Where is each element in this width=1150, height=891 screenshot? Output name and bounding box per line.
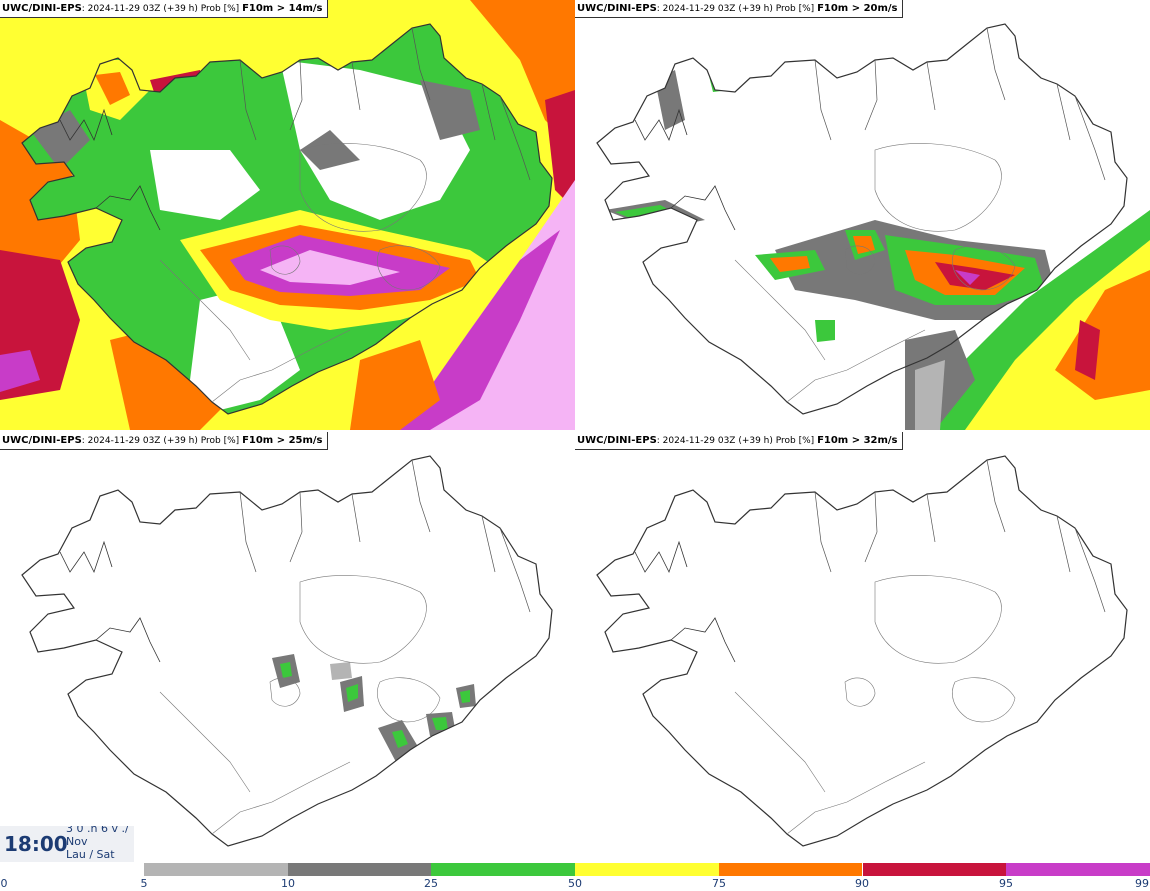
colorbar-segment-10-25 [287, 863, 432, 876]
panel-title: UWC/DINI-EPS: 2024-11-29 03Z (+39 h) Pro… [0, 0, 328, 18]
threshold-label: F10m > 25m/s [242, 435, 323, 446]
probability-map [575, 432, 1150, 862]
panel-title: UWC/DINI-EPS: 2024-11-29 03Z (+39 h) Pro… [575, 432, 903, 450]
probability-map [0, 432, 575, 862]
colorbar-label: 10 [281, 877, 295, 890]
colorbar-label: 0 [0, 877, 8, 890]
run-info: 2024-11-29 03Z (+39 h) Prob [%] [87, 436, 240, 446]
model-name: UWC/DINI-EPS [2, 435, 82, 446]
colorbar-label: 99 [1135, 877, 1149, 890]
valid-date-month: Nov [66, 835, 88, 848]
colorbar-segment-75-90 [718, 863, 863, 876]
valid-date-weekday: Lau / Sat [66, 848, 115, 861]
run-info: 2024-11-29 03Z (+39 h) Prob [%] [662, 4, 815, 14]
colorbar-segment-95-99 [1006, 863, 1150, 876]
valid-time-box: 18:00 3 0 .n 6 v ./ Nov Lau / Sat [0, 826, 134, 862]
valid-date-line-1: 3 0 .n 6 v ./ [66, 826, 129, 835]
map-panel-f10m-25: UWC/DINI-EPS: 2024-11-29 03Z (+39 h) Pro… [0, 432, 575, 862]
colorbar-label: 5 [140, 877, 148, 890]
valid-date: 3 0 .n 6 v ./ Nov Lau / Sat [66, 826, 129, 861]
map-panel-f10m-32: UWC/DINI-EPS: 2024-11-29 03Z (+39 h) Pro… [575, 432, 1150, 862]
colorbar-label: 25 [424, 877, 438, 890]
threshold-label: F10m > 14m/s [242, 3, 323, 14]
valid-hour: 18:00 [4, 832, 68, 856]
model-name: UWC/DINI-EPS [577, 435, 657, 446]
run-info: 2024-11-29 03Z (+39 h) Prob [%] [87, 4, 240, 14]
probability-colorbar [144, 863, 1150, 876]
panel-title: UWC/DINI-EPS: 2024-11-29 03Z (+39 h) Pro… [575, 0, 903, 18]
colorbar-label: 95 [999, 877, 1013, 890]
colorbar-label: 90 [855, 877, 869, 890]
map-panel-f10m-14: UWC/DINI-EPS: 2024-11-29 03Z (+39 h) Pro… [0, 0, 575, 430]
panel-title: UWC/DINI-EPS: 2024-11-29 03Z (+39 h) Pro… [0, 432, 328, 450]
map-panel-f10m-20: UWC/DINI-EPS: 2024-11-29 03Z (+39 h) Pro… [575, 0, 1150, 430]
probability-map [575, 0, 1150, 430]
model-name: UWC/DINI-EPS [577, 3, 657, 14]
threshold-label: F10m > 20m/s [817, 3, 898, 14]
model-name: UWC/DINI-EPS [2, 3, 82, 14]
colorbar-label: 75 [712, 877, 726, 890]
run-info: 2024-11-29 03Z (+39 h) Prob [%] [662, 436, 815, 446]
colorbar-segment-50-75 [575, 863, 719, 876]
threshold-label: F10m > 32m/s [817, 435, 898, 446]
probability-map [0, 0, 575, 430]
colorbar-segment-5-10 [144, 863, 288, 876]
colorbar-label: 50 [568, 877, 582, 890]
colorbar-segment-25-50 [431, 863, 576, 876]
colorbar-segment-90-95 [862, 863, 1007, 876]
